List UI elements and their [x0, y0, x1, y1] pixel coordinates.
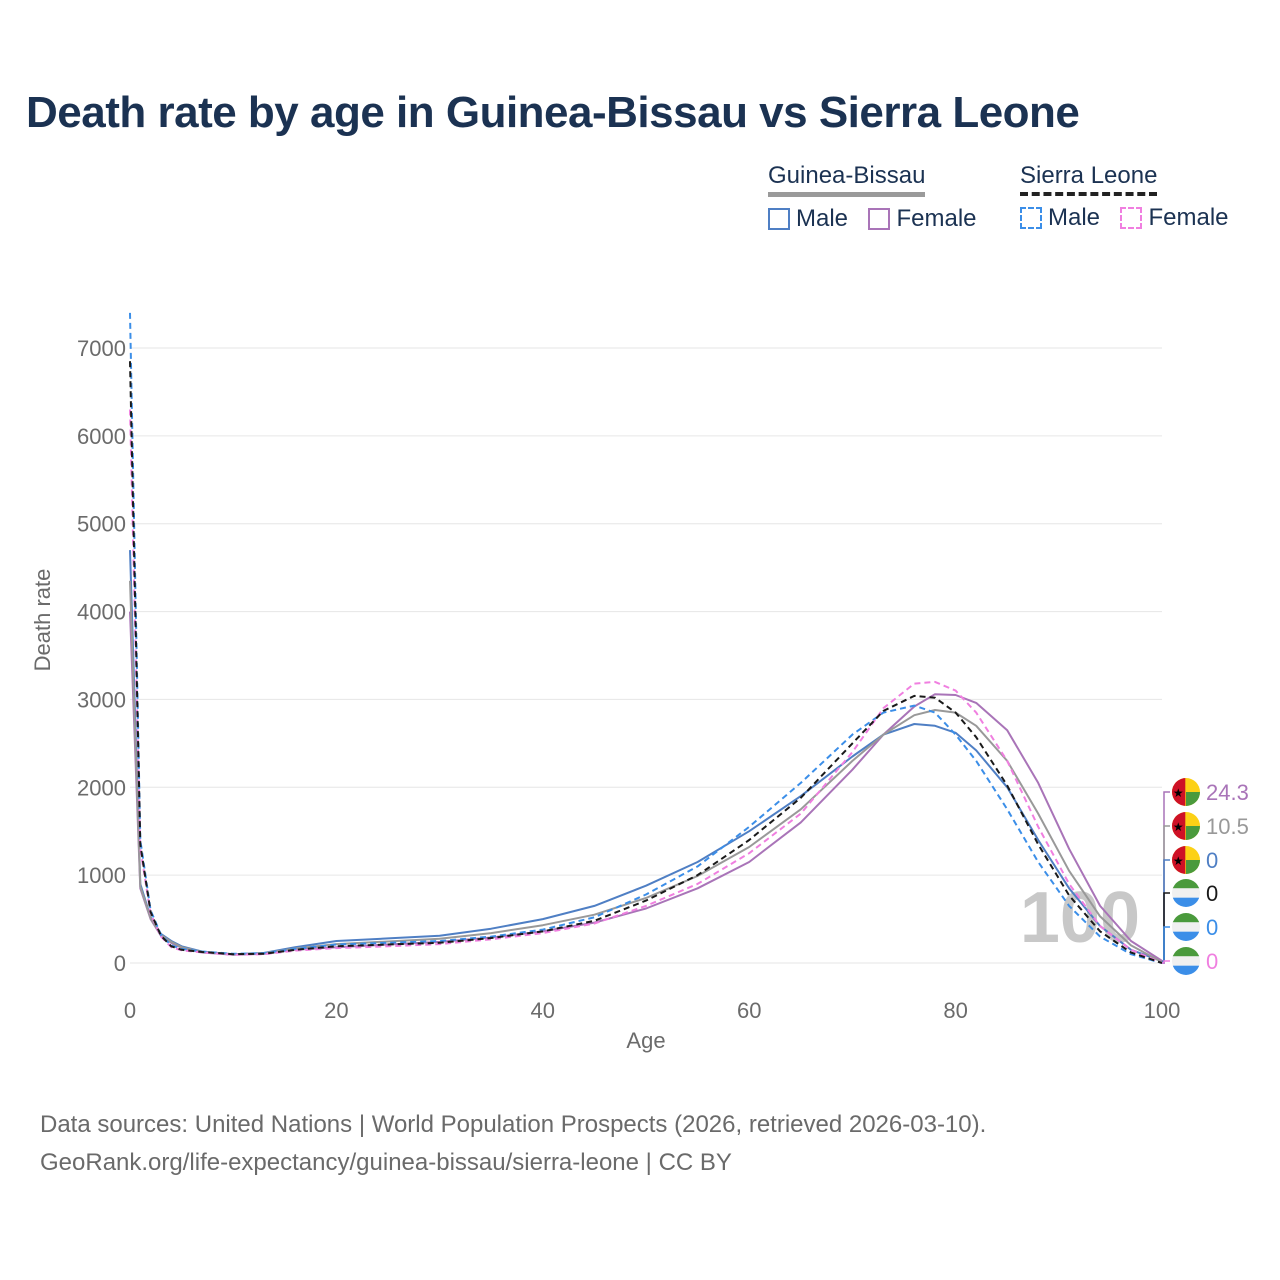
legend-swatch-sl-male	[1020, 207, 1042, 229]
sources-line-1: Data sources: United Nations | World Pop…	[40, 1111, 987, 1138]
sierra-leone-flag-icon	[1172, 913, 1200, 941]
svg-text:★: ★	[1173, 820, 1184, 834]
y-tick-label-5000: 5000	[77, 512, 126, 537]
legend-item-sierra-leone-male[interactable]: Male	[1020, 204, 1100, 232]
chart-title: Death rate by age in Guinea-Bissau vs Si…	[26, 88, 1080, 137]
x-tick-label-40: 40	[531, 998, 555, 1023]
guinea-bissau-flag-icon: ★	[1172, 846, 1200, 874]
series-line-sierra-leone-female	[129, 409, 1163, 964]
legend-swatch-gb-male	[768, 208, 790, 230]
age-watermark: 100	[1020, 878, 1140, 958]
guinea-bissau-flag-icon: ★	[1172, 812, 1200, 840]
svg-text:★: ★	[1173, 854, 1184, 868]
legend-group-sierra-leone: Sierra Leone Male Female	[1020, 162, 1229, 234]
legend-group-guinea-bissau: Guinea-Bissau Male Female	[768, 162, 993, 235]
end-value-label-3: 0	[1206, 881, 1218, 906]
end-connector-0	[1162, 791, 1170, 962]
y-tick-label-4000: 4000	[77, 600, 126, 625]
legend-swatch-sl-female	[1120, 207, 1143, 229]
x-tick-label-20: 20	[324, 998, 348, 1023]
x-axis-title: Age	[626, 1028, 665, 1053]
end-connector-4	[1162, 926, 1170, 964]
sierra-leone-flag-icon	[1172, 879, 1200, 907]
end-value-label-2: 0	[1206, 848, 1218, 873]
legend-label-sl-female: Female	[1148, 204, 1229, 231]
legend-item-sierra-leone-female[interactable]: Female	[1120, 204, 1229, 232]
legend-swatch-gb-female	[868, 208, 891, 230]
y-axis-title: Death rate	[30, 569, 55, 672]
y-tick-label-3000: 3000	[77, 687, 126, 712]
svg-text:★: ★	[1173, 786, 1184, 800]
y-tick-label-6000: 6000	[77, 424, 126, 449]
series-line-sierra-leone-total	[129, 361, 1163, 964]
end-connector-3	[1162, 892, 1170, 964]
y-tick-label-0: 0	[114, 951, 126, 976]
end-connector-1	[1162, 825, 1170, 963]
guinea-bissau-flag-icon: ★	[1172, 778, 1200, 806]
end-value-label-0: 24.3	[1206, 780, 1249, 805]
series-line-sierra-leone-male	[129, 312, 1163, 964]
y-tick-label-2000: 2000	[77, 775, 126, 800]
legend-label-sl-male: Male	[1048, 204, 1101, 231]
end-connector-5	[1162, 960, 1170, 964]
legend-title-sierra-leone: Sierra Leone	[1020, 162, 1158, 196]
x-tick-label-60: 60	[737, 998, 761, 1023]
sources-footer: Data sources: United Nations | World Pop…	[40, 1106, 986, 1182]
x-tick-label-80: 80	[943, 998, 967, 1023]
legend-item-guinea-bissau-male[interactable]: Male	[768, 205, 848, 233]
sierra-leone-flag-icon	[1172, 947, 1200, 975]
legend-label-gb-male: Male	[796, 205, 849, 232]
legend-label-gb-female: Female	[896, 205, 977, 232]
legend-item-guinea-bissau-female[interactable]: Female	[868, 205, 977, 233]
end-value-label-5: 0	[1206, 949, 1218, 974]
x-tick-label-0: 0	[124, 998, 136, 1023]
sources-line-2[interactable]: GeoRank.org/life-expectancy/guinea-bissa…	[40, 1149, 732, 1176]
y-tick-label-1000: 1000	[77, 863, 126, 888]
end-value-label-1: 10.5	[1206, 814, 1249, 839]
end-value-label-4: 0	[1206, 915, 1218, 940]
legend-title-guinea-bissau: Guinea-Bissau	[768, 162, 926, 197]
end-connector-2	[1162, 859, 1170, 962]
x-tick-label-100: 100	[1144, 998, 1181, 1023]
y-tick-label-7000: 7000	[77, 336, 126, 361]
